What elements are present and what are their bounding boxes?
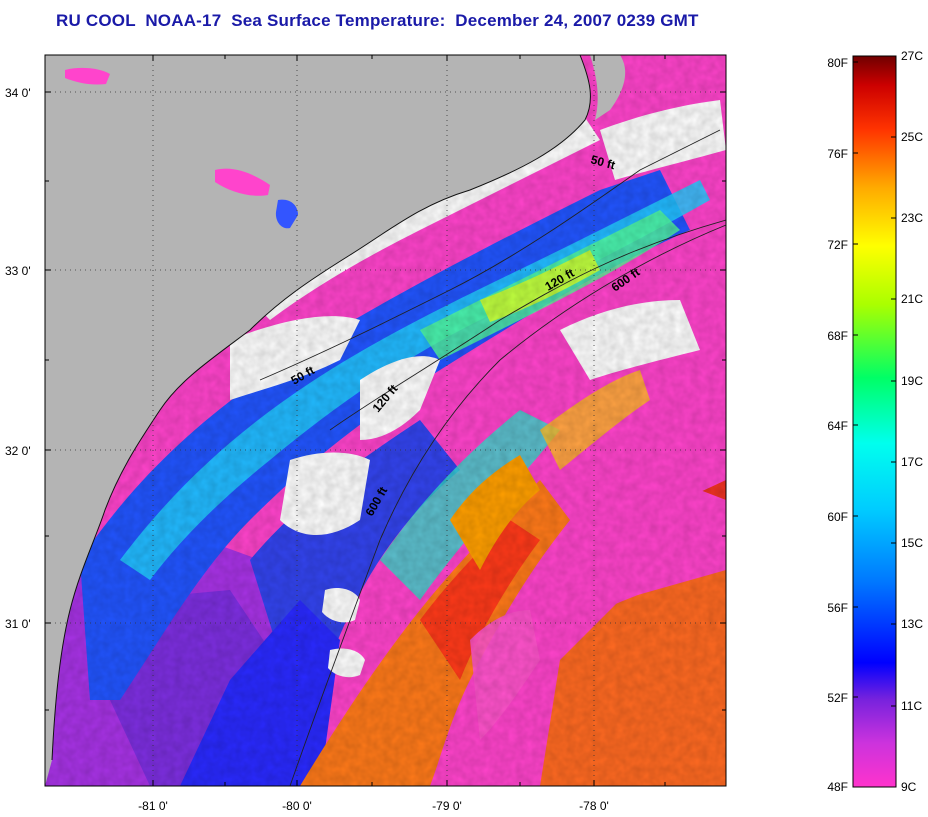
colorbar-c-13: 13C xyxy=(901,617,923,631)
colorbar xyxy=(852,55,897,788)
coastline xyxy=(51,55,591,761)
colorbar-c-9: 9C xyxy=(901,780,917,794)
lon-label-80: -80 0' xyxy=(282,799,312,813)
colorbar-f-48: 48F xyxy=(827,780,848,794)
colorbar-c-27: 27C xyxy=(901,49,923,63)
colorbar-f-68: 68F xyxy=(827,329,848,343)
colorbar-ticks xyxy=(853,55,896,707)
map-ticks xyxy=(45,55,726,786)
isobath-600ft-line xyxy=(289,224,726,786)
colorbar-f-80: 80F xyxy=(827,56,848,70)
map-frame xyxy=(44,54,727,787)
land-mass xyxy=(45,55,591,786)
colorbar-c-15: 15C xyxy=(901,536,923,550)
page-title: RU COOL NOAA-17 Sea Surface Temperature:… xyxy=(56,11,699,30)
inland-water-2 xyxy=(275,199,298,229)
colorbar-f-60: 60F xyxy=(827,510,848,524)
colorbar-f-56: 56F xyxy=(827,601,848,615)
colorbar-c-19: 19C xyxy=(901,374,923,388)
lon-label-81: -81 0' xyxy=(138,799,168,813)
colorbar-c-23: 23C xyxy=(901,211,923,225)
colorbar-c-25: 25C xyxy=(901,130,923,144)
lon-label-79: -79 0' xyxy=(432,799,462,813)
inland-water-3 xyxy=(65,67,110,85)
colorbar-f-72: 72F xyxy=(827,238,848,252)
colorbar-c-21: 21C xyxy=(901,292,923,306)
colorbar-f-52: 52F xyxy=(827,691,848,705)
inland-water-1 xyxy=(215,168,270,196)
lat-label-32: 32 0' xyxy=(5,444,31,458)
colorbar-f-76: 76F xyxy=(827,147,848,161)
graticule xyxy=(45,55,726,786)
land-cape xyxy=(590,55,626,120)
colorbar-c-17: 17C xyxy=(901,455,923,469)
isobath-120ft-line xyxy=(329,219,726,431)
lat-label-31: 31 0' xyxy=(5,617,31,631)
lat-label-34: 34 0' xyxy=(5,86,31,100)
colorbar-c-11: 11C xyxy=(901,699,922,713)
isobath-label-50ft-north: 50 ft xyxy=(589,152,616,172)
isobath-50ft-line xyxy=(259,129,721,381)
lat-label-33: 33 0' xyxy=(5,264,31,278)
lon-label-78: -78 0' xyxy=(579,799,609,813)
map-area xyxy=(45,55,726,786)
colorbar-f-64: 64F xyxy=(827,419,848,433)
